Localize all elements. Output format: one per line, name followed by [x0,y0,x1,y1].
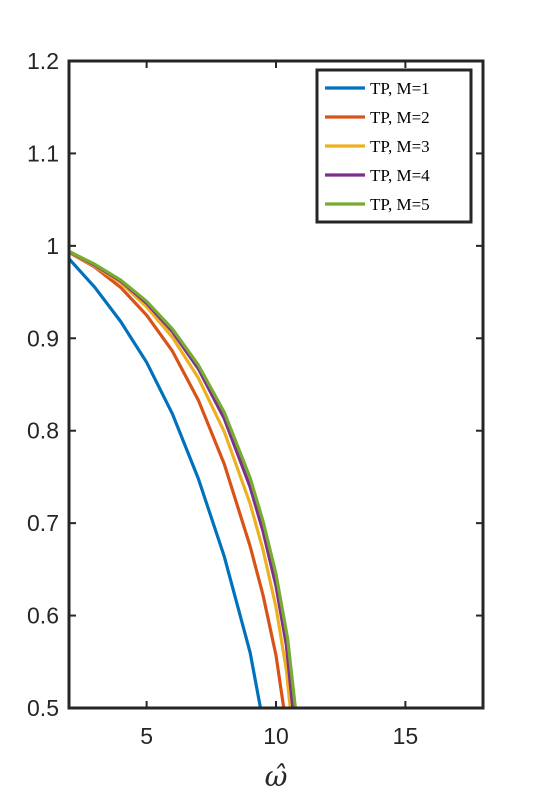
legend-label-m4: TP, M=4 [370,166,430,185]
series-line-m1 [69,257,263,708]
series-line-m5 [69,249,298,708]
y-tick-label: 1.2 [27,48,59,74]
y-tick-label: 0.5 [27,695,59,721]
y-tick-label: 1.1 [27,140,59,166]
series-lines [69,249,298,708]
y-tick-label: 0.8 [27,418,59,444]
x-tick-label: 5 [140,723,153,749]
legend-box [315,68,473,224]
tick-marks [69,60,483,709]
legend: TP, M=1 TP, M=2 TP, M=3 TP, M=4 TP, M=5 [315,68,473,224]
legend-label-m5: TP, M=5 [370,195,430,214]
x-axis-label: ω̂ [265,760,288,793]
y-tick-label: 1 [46,233,59,259]
legend-label-m2: TP, M=2 [370,108,430,127]
tick-labels: 5 10 15 0.5 0.6 0.7 0.8 0.9 1 1.1 1.2 [27,48,418,749]
y-tick-label: 0.6 [27,603,59,629]
x-tick-label: 15 [393,723,419,749]
legend-label-m3: TP, M=3 [370,137,430,156]
series-line-m2 [69,250,286,708]
y-tick-label: 0.7 [27,510,59,536]
y-tick-label: 0.9 [27,325,59,351]
x-tick-label: 10 [263,723,289,749]
legend-label-m1: TP, M=1 [370,79,430,98]
